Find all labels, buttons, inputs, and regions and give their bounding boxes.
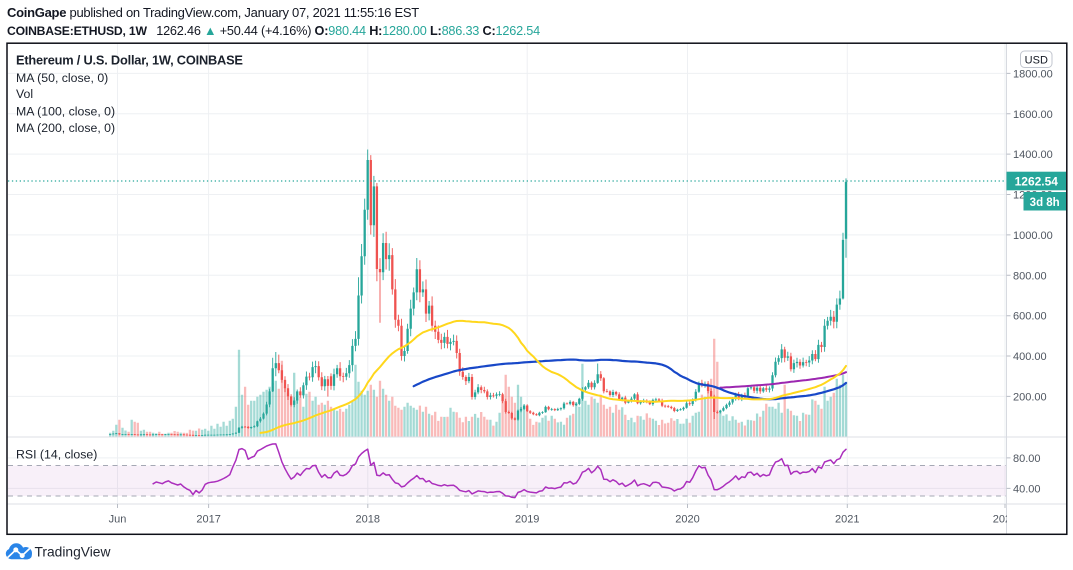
svg-text:40.00: 40.00 bbox=[1013, 483, 1041, 495]
svg-text:3d 8h: 3d 8h bbox=[1030, 197, 1060, 209]
svg-text:MA (100, close, 0): MA (100, close, 0) bbox=[16, 105, 115, 119]
svg-text:2022: 2022 bbox=[993, 514, 1017, 526]
svg-text:2019: 2019 bbox=[515, 514, 539, 526]
svg-text:1800.00: 1800.00 bbox=[1013, 68, 1053, 80]
svg-text:400.00: 400.00 bbox=[1013, 351, 1047, 363]
svg-text:MA (200, close, 0): MA (200, close, 0) bbox=[16, 121, 115, 135]
svg-text:CoinGape published on TradingV: CoinGape published on TradingView.com, J… bbox=[7, 5, 419, 20]
svg-text:1600.00: 1600.00 bbox=[1013, 109, 1053, 121]
svg-text:Jun: Jun bbox=[109, 514, 127, 526]
svg-text:COINBASE:ETHUSD, 1W 1262.46 ▲: COINBASE:ETHUSD, 1W 1262.46 ▲ +50.44 (+4… bbox=[7, 24, 540, 38]
svg-text:USD: USD bbox=[1025, 54, 1048, 66]
svg-text:2021: 2021 bbox=[835, 514, 859, 526]
svg-text:Vol: Vol bbox=[16, 87, 33, 101]
svg-text:Ethereum / U.S. Dollar, 1W, CO: Ethereum / U.S. Dollar, 1W, COINBASE bbox=[16, 53, 243, 68]
svg-text:1262.54: 1262.54 bbox=[1015, 175, 1059, 189]
svg-text:1400.00: 1400.00 bbox=[1013, 149, 1053, 161]
svg-text:2020: 2020 bbox=[675, 514, 699, 526]
svg-text:2018: 2018 bbox=[356, 514, 380, 526]
svg-text:1000.00: 1000.00 bbox=[1013, 230, 1053, 242]
svg-text:MA (50, close, 0): MA (50, close, 0) bbox=[16, 71, 108, 85]
svg-text:80.00: 80.00 bbox=[1013, 453, 1041, 465]
svg-text:2017: 2017 bbox=[196, 514, 220, 526]
svg-text:600.00: 600.00 bbox=[1013, 311, 1047, 323]
svg-text:TradingView: TradingView bbox=[35, 545, 111, 560]
svg-text:200.00: 200.00 bbox=[1013, 391, 1047, 403]
svg-text:800.00: 800.00 bbox=[1013, 270, 1047, 282]
svg-text:RSI (14, close): RSI (14, close) bbox=[16, 448, 97, 462]
